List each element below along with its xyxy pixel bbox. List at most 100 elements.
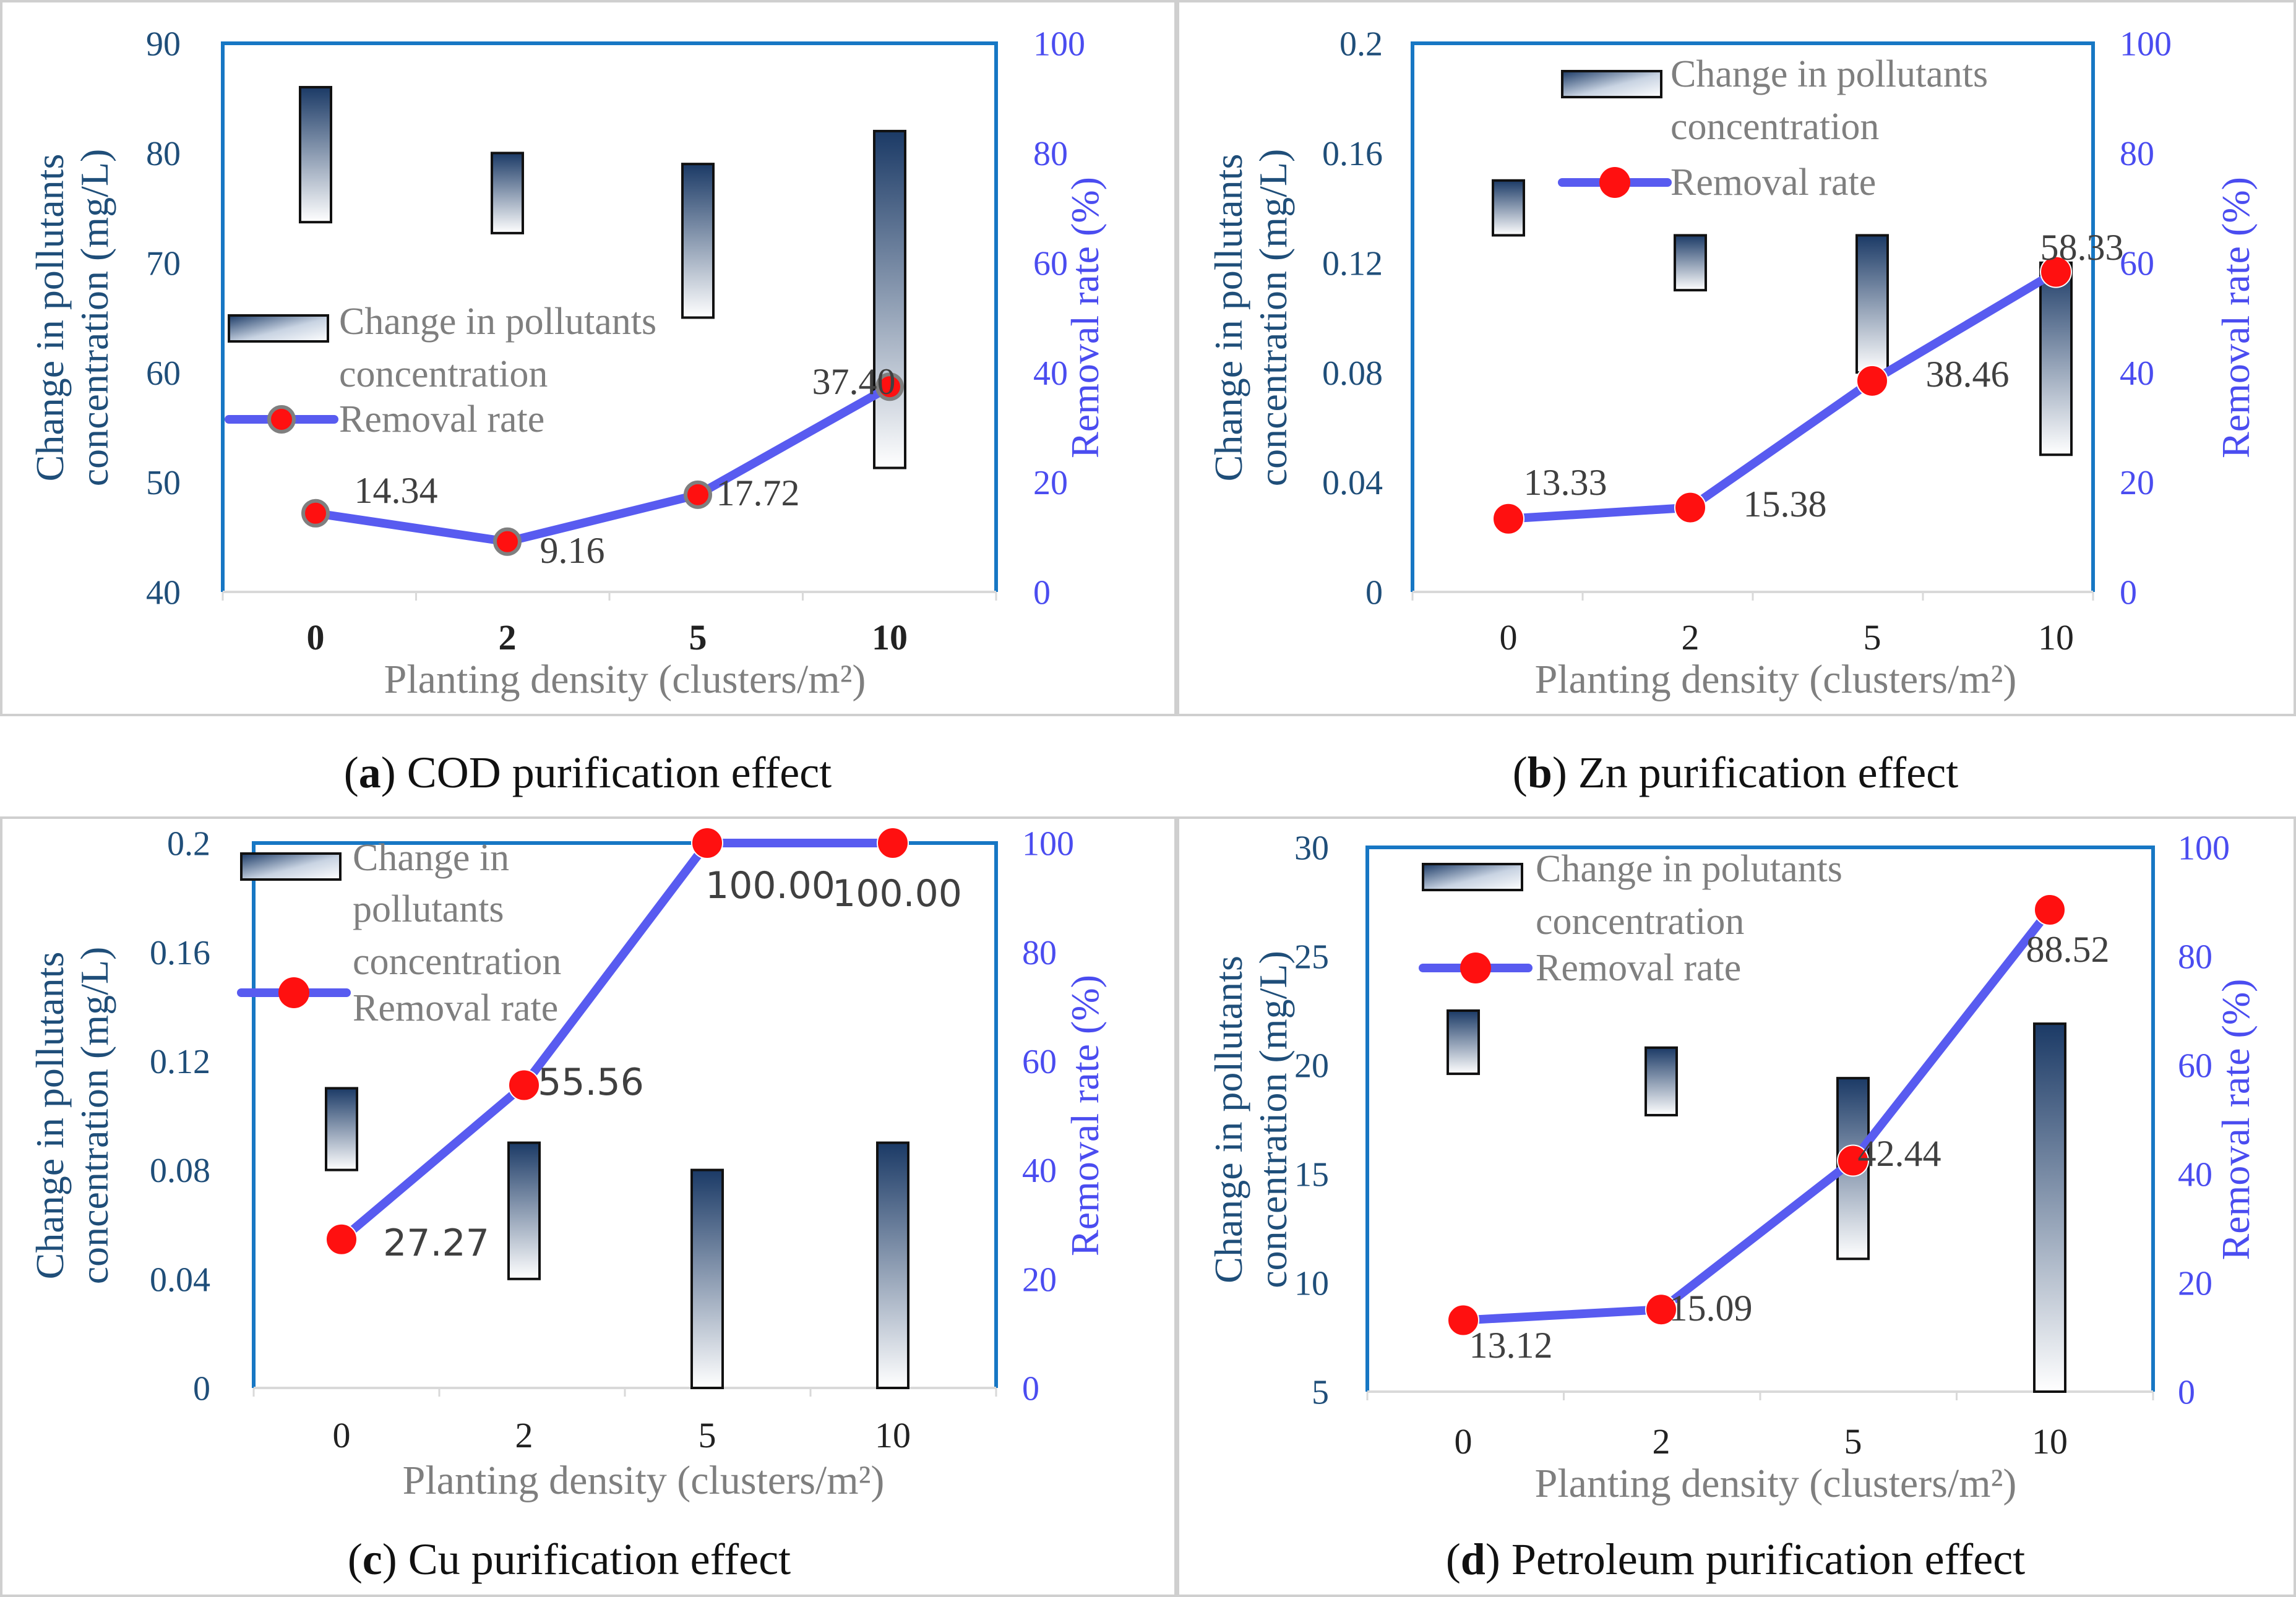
legend-bar-label: Change in xyxy=(353,837,509,879)
legend-line-label: Removal rate xyxy=(1670,161,1876,203)
y2-tick-label: 0 xyxy=(1022,1370,1039,1408)
bar xyxy=(325,1087,358,1171)
legend: Change in pollutants concentrationRemoval … xyxy=(237,837,561,1029)
bar xyxy=(1447,1009,1480,1076)
y2-axis-title: Removal rate (%) xyxy=(2214,177,2258,458)
y-tick-label: 50 xyxy=(146,464,181,502)
caption-letter: c xyxy=(363,1535,382,1584)
x-axis-title: Planting density (clusters/m²) xyxy=(1535,1461,2017,1506)
y-tick-label: 40 xyxy=(146,574,181,612)
legend-marker xyxy=(1460,953,1491,983)
x-tick-label: 10 xyxy=(2038,617,2074,657)
y-axis-title: Change in pollutants concentration (mg/L) xyxy=(1206,951,1295,1288)
legend-bar-label: concentration xyxy=(1670,106,1879,148)
bar xyxy=(299,85,332,224)
panel-border xyxy=(0,0,1177,716)
y2-tick-label: 80 xyxy=(1022,934,1057,972)
y2-tick-label: 40 xyxy=(2120,354,2154,393)
bar xyxy=(491,152,524,234)
y2-tick-label: 60 xyxy=(2120,244,2154,283)
y2-tick-label: 20 xyxy=(1033,464,1068,502)
y-tick-label: 0.16 xyxy=(150,934,210,972)
series-point xyxy=(508,1069,540,1102)
chart-panel-b: 0 0.04 0.08 0.12 0.16 0.2 0 20 40 60 80 100 0 2 5 10 Pla… xyxy=(1177,0,2296,797)
caption: (a) COD purification effect xyxy=(344,748,832,797)
data-label: 27.27 xyxy=(383,1222,489,1265)
legend-bar-swatch xyxy=(1561,70,1662,98)
caption: (b) Zn purification effect xyxy=(1513,748,1958,797)
caption-paren: ( xyxy=(1513,748,1528,797)
x-tick-label: 0 xyxy=(1455,1421,1473,1462)
y-axis-title-line: Change in pollutants xyxy=(28,952,72,1280)
legend-marker xyxy=(278,977,309,1008)
legend-line-label: Removal rate xyxy=(339,398,544,440)
y2-tick-label: 60 xyxy=(1033,244,1068,283)
legend-bar-label: Change in polutants xyxy=(1536,848,1842,890)
series-line xyxy=(1504,267,2060,523)
series-point xyxy=(301,499,330,528)
legend-bar-swatch xyxy=(1422,863,1523,891)
series-line xyxy=(1459,906,2054,1325)
y-axis-title: Change in pollutants concentration (mg/L) xyxy=(28,947,116,1285)
panel-border xyxy=(1177,0,2296,716)
y-axis-title-line: concentration (mg/L) xyxy=(72,149,116,487)
series-line xyxy=(311,382,894,546)
bar xyxy=(507,1141,541,1280)
series-point xyxy=(1492,502,1524,535)
y-tick-label: 0.04 xyxy=(1322,464,1383,502)
legend-bar-label: Change in pollutants xyxy=(1670,53,1988,95)
legend-bar-label: pollutants xyxy=(353,888,504,930)
x-tick-label: 0 xyxy=(307,617,325,657)
y-axis-title: Change in pollutants concentration (mg/L) xyxy=(28,149,116,487)
plot-frame xyxy=(1411,41,2095,592)
x-tick-label: 2 xyxy=(1682,617,1700,657)
y-tick-label: 80 xyxy=(146,135,181,173)
bar xyxy=(2033,1022,2066,1393)
caption-text: ) Cu purification effect xyxy=(382,1535,791,1584)
y2-tick-label: 20 xyxy=(2178,1265,2212,1303)
y-tick-label: 0.12 xyxy=(150,1043,210,1081)
y2-tick-label: 80 xyxy=(1033,135,1068,173)
y2-tick-label: 100 xyxy=(2120,25,2172,64)
x-tick-label: 5 xyxy=(1864,617,1881,657)
caption-letter: b xyxy=(1528,748,1552,797)
y2-tick-label: 0 xyxy=(2120,574,2137,612)
legend-bar-label: Change in pollutants xyxy=(339,301,656,343)
legend-marker xyxy=(267,405,296,434)
y2-tick-label: 40 xyxy=(1033,354,1068,393)
bar xyxy=(1674,234,1707,292)
y-tick-label: 0.2 xyxy=(1339,25,1383,64)
bar xyxy=(1645,1046,1678,1116)
x-tick-label: 10 xyxy=(875,1415,911,1455)
data-label: 13.12 xyxy=(1469,1325,1553,1366)
caption: (d) Petroleum purification effect xyxy=(1446,1535,2025,1584)
y2-tick-label: 60 xyxy=(1022,1043,1057,1081)
y-axis-title: Change in pollutants concentration (mg/L) xyxy=(1206,149,1295,487)
y2-tick-label: 0 xyxy=(2178,1374,2195,1412)
y2-axis-title-text: Removal rate (%) xyxy=(1063,975,1107,1256)
x-axis-title: Planting density (clusters/m²) xyxy=(384,657,866,702)
caption-text: ) Zn purification effect xyxy=(1552,748,1958,797)
series-point xyxy=(684,480,712,509)
y-tick-label: 0.16 xyxy=(1322,135,1383,173)
y-tick-label: 0.12 xyxy=(1322,244,1383,283)
y2-axis-title-text: Removal rate (%) xyxy=(1063,177,1107,458)
x-tick-label: 2 xyxy=(1653,1421,1670,1462)
y-tick-label: 15 xyxy=(1294,1156,1329,1194)
x-tick-label: 5 xyxy=(689,617,707,657)
series-point xyxy=(1856,364,1888,397)
legend-line-label: Removal rate xyxy=(1536,947,1741,989)
y2-axis-title: Removal rate (%) xyxy=(2214,979,2258,1261)
y-tick-label: 5 xyxy=(1312,1374,1329,1412)
y2-tick-label: 80 xyxy=(2178,938,2212,977)
y2-tick-label: 0 xyxy=(1033,574,1051,612)
y2-tick-label: 40 xyxy=(2178,1156,2212,1194)
chart-panel-c: 0 0.04 0.08 0.12 0.16 0.2 0 20 40 60 80 100 0 2 5 10Pla… xyxy=(0,816,1177,1597)
plot-frame xyxy=(221,41,998,592)
y2-tick-label: 100 xyxy=(2178,829,2230,868)
series-point xyxy=(325,1223,358,1256)
y-tick-label: 60 xyxy=(146,354,181,393)
x-tick-label: 5 xyxy=(699,1415,716,1455)
